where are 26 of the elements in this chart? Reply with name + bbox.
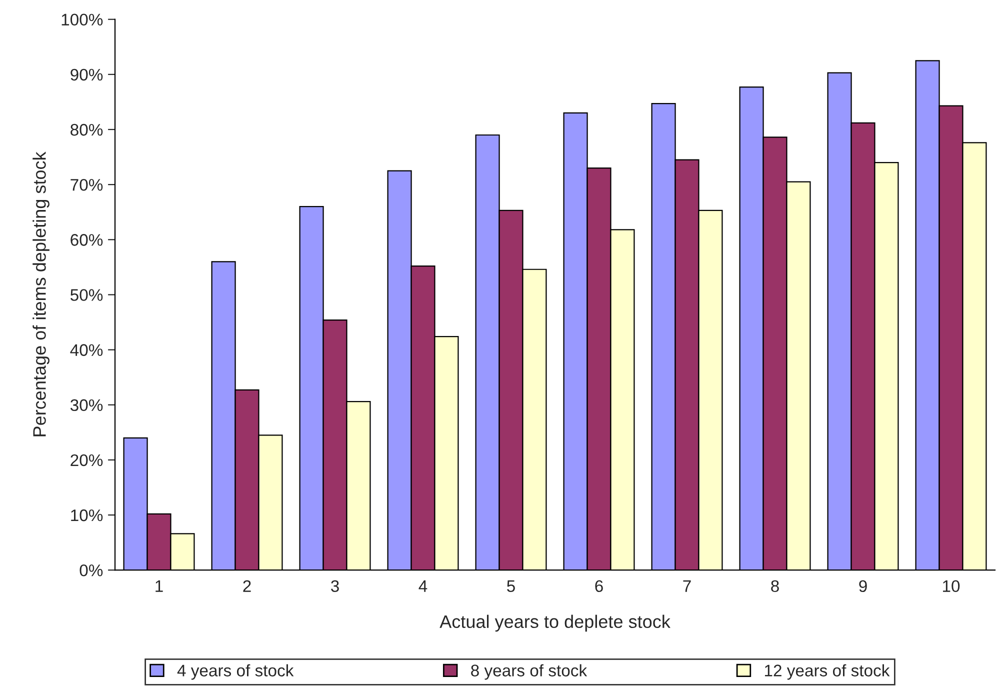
legend-label: 12 years of stock (764, 664, 890, 680)
x-axis-title: Actual years to deplete stock (440, 614, 670, 632)
x-tick-label: 3 (331, 580, 339, 592)
x-tick-label: 5 (507, 580, 515, 592)
y-tick-label: 60% (70, 234, 103, 246)
y-tick-label: 70% (70, 178, 103, 191)
x-tick-label: 1 (156, 580, 163, 592)
x-tick-label: 7 (683, 580, 691, 592)
y-tick-label: 10% (71, 509, 103, 522)
y-tick-label: 50% (70, 289, 103, 301)
x-tick-label: 8 (771, 580, 779, 592)
y-tick-label: 20% (70, 454, 103, 466)
y-tick-label: 40% (70, 344, 103, 356)
y-axis-title: Percentage of items depleting stock (32, 152, 50, 436)
legend-label: 4 years of stock (177, 664, 294, 680)
legend-label: 8 years of stock (471, 664, 588, 680)
x-tick-label: 6 (595, 580, 603, 592)
y-tick-label: 0% (80, 564, 103, 576)
y-tick-label: 90% (70, 68, 103, 81)
x-tick-label: 10 (943, 580, 960, 592)
y-tick-label: 30% (70, 399, 103, 412)
y-tick-label: 80% (70, 124, 103, 136)
x-tick-label: 9 (859, 580, 867, 592)
y-tick-label: 100% (62, 14, 103, 26)
x-tick-label: 2 (243, 580, 251, 592)
x-tick-label: 4 (418, 580, 428, 592)
